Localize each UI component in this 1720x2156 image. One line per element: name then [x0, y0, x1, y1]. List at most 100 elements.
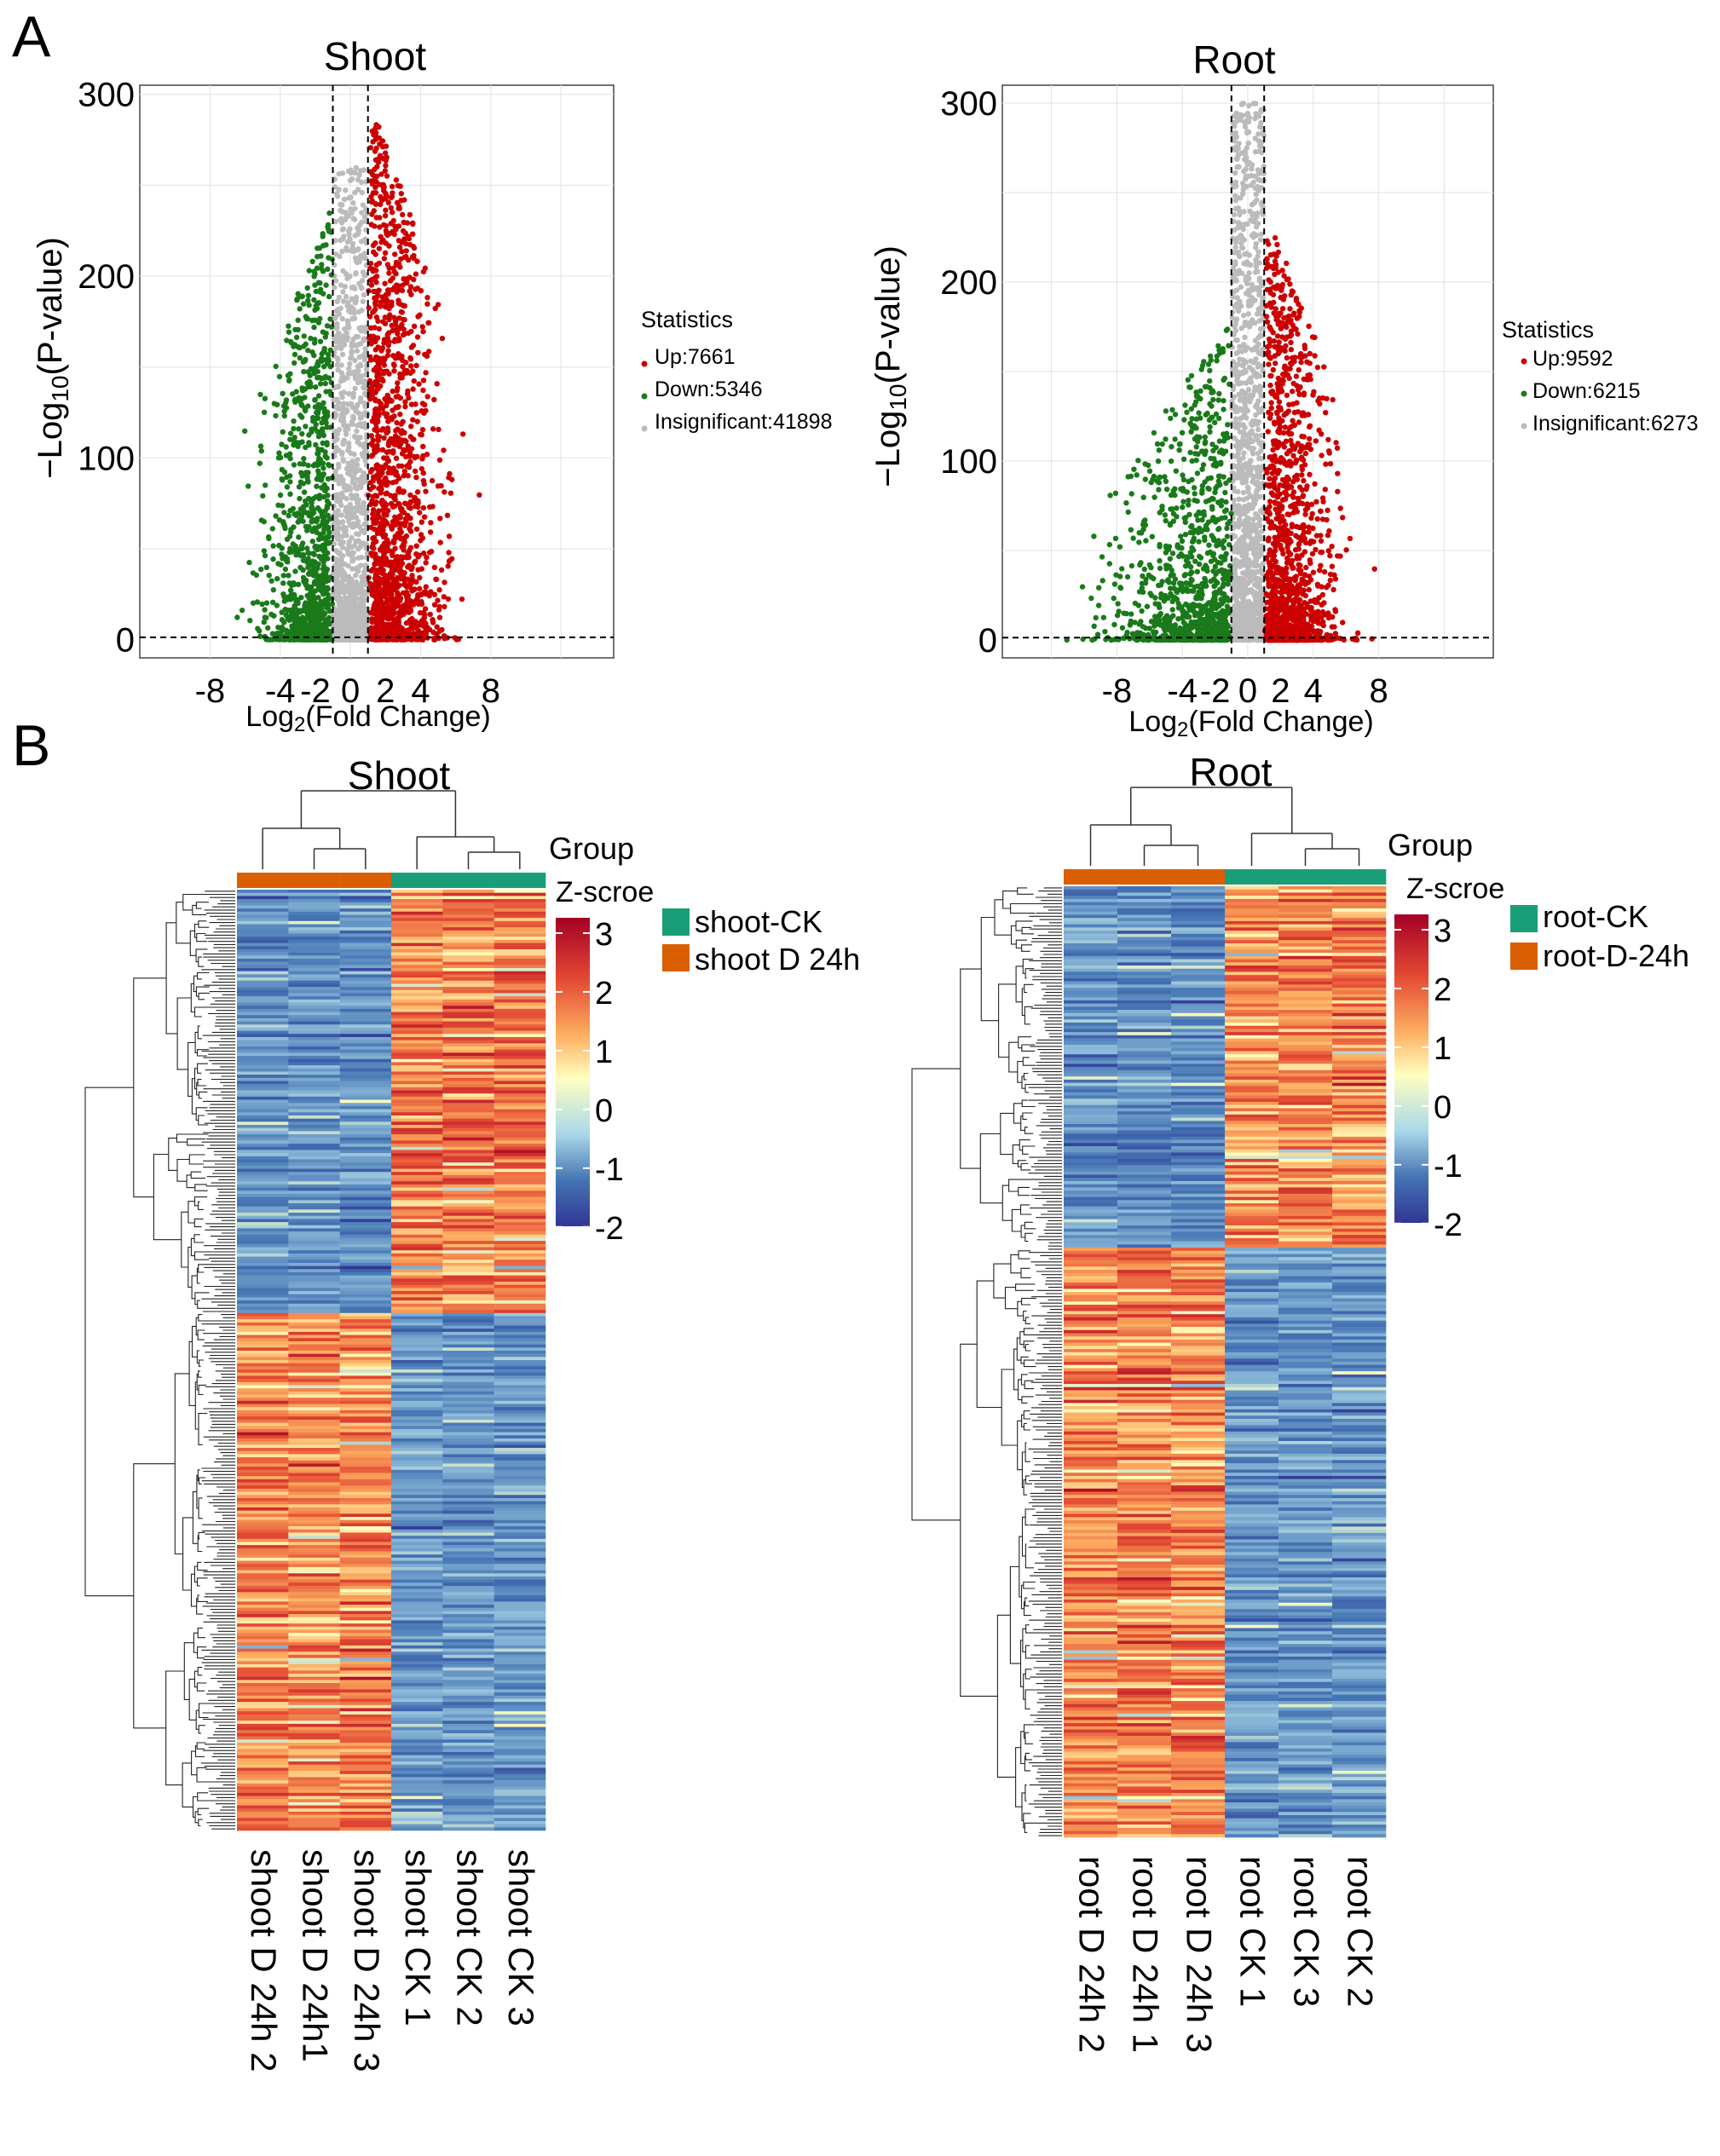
data-point — [444, 512, 451, 518]
data-point — [1232, 521, 1238, 527]
data-point — [338, 557, 344, 563]
data-point — [407, 356, 414, 362]
data-point — [385, 343, 391, 349]
data-point — [408, 424, 414, 429]
data-point — [380, 319, 386, 325]
data-point — [378, 299, 384, 305]
data-point — [372, 240, 378, 246]
data-point — [315, 393, 322, 399]
data-point — [257, 460, 263, 466]
data-point — [286, 617, 292, 623]
data-point — [384, 481, 390, 487]
data-point — [315, 280, 322, 285]
data-point — [384, 413, 390, 420]
data-point — [332, 468, 338, 475]
data-point — [338, 305, 343, 312]
data-point — [1232, 533, 1238, 539]
data-point — [352, 216, 358, 222]
data-point — [395, 463, 402, 469]
data-point — [261, 409, 268, 415]
data-point — [284, 556, 291, 562]
data-point — [332, 396, 339, 403]
data-point — [413, 468, 418, 475]
data-point — [390, 286, 395, 293]
data-point — [1245, 467, 1252, 473]
data-point — [286, 329, 292, 335]
data-point — [342, 284, 348, 290]
data-point — [295, 550, 301, 556]
data-point — [334, 298, 340, 304]
data-point — [1249, 202, 1255, 208]
data-point — [380, 516, 386, 522]
data-point — [348, 579, 355, 585]
data-point — [380, 527, 386, 533]
data-point — [334, 498, 340, 504]
data-point — [441, 447, 447, 453]
data-point — [286, 378, 292, 384]
data-point — [389, 183, 395, 190]
data-point — [430, 620, 436, 625]
data-point — [332, 587, 339, 593]
data-point — [340, 457, 346, 463]
data-point — [1248, 182, 1255, 188]
data-point — [431, 564, 438, 570]
data-point — [307, 372, 313, 378]
data-point — [309, 539, 315, 545]
data-point — [396, 244, 403, 251]
data-point — [446, 558, 453, 564]
data-point — [341, 437, 347, 443]
data-point — [1237, 356, 1243, 362]
data-point — [361, 499, 367, 506]
data-point — [420, 504, 427, 511]
data-point — [378, 233, 384, 239]
data-point — [390, 190, 395, 196]
data-point — [356, 563, 362, 570]
data-point — [312, 596, 318, 602]
legend-dot-insig — [641, 425, 648, 432]
data-point — [372, 572, 378, 578]
data-point — [395, 238, 402, 244]
data-point — [445, 563, 451, 569]
data-point — [375, 561, 381, 567]
data-point — [401, 303, 407, 309]
data-point — [315, 505, 321, 512]
data-point — [420, 378, 427, 383]
data-point — [401, 602, 407, 608]
data-point — [407, 492, 413, 499]
data-point — [382, 532, 389, 539]
data-point — [390, 519, 396, 525]
data-point — [351, 369, 357, 375]
data-point — [371, 526, 378, 533]
data-point — [372, 586, 378, 593]
data-point — [355, 334, 361, 340]
data-point — [247, 618, 253, 624]
data-point — [381, 368, 387, 375]
data-point — [315, 516, 320, 522]
data-point — [384, 556, 390, 563]
data-point — [341, 401, 347, 406]
data-point — [393, 271, 399, 277]
data-point — [411, 378, 417, 384]
data-point — [383, 207, 389, 213]
data-point — [1246, 159, 1253, 166]
data-point — [1255, 176, 1261, 182]
data-point — [269, 599, 276, 605]
data-point — [379, 345, 386, 351]
data-point — [423, 560, 429, 566]
data-point — [322, 380, 328, 387]
data-point — [379, 405, 386, 412]
data-point — [348, 628, 354, 635]
data-point — [297, 517, 303, 523]
volcano-shoot-ylabel: −Log10(P-value) — [32, 237, 73, 479]
data-point — [319, 521, 326, 527]
data-point — [356, 354, 362, 360]
data-point — [407, 284, 414, 290]
data-point — [355, 245, 361, 252]
data-point — [1250, 500, 1256, 507]
data-point — [395, 380, 401, 386]
data-point — [357, 435, 363, 441]
data-point — [415, 349, 421, 355]
data-point — [315, 300, 321, 306]
data-point — [410, 343, 417, 349]
